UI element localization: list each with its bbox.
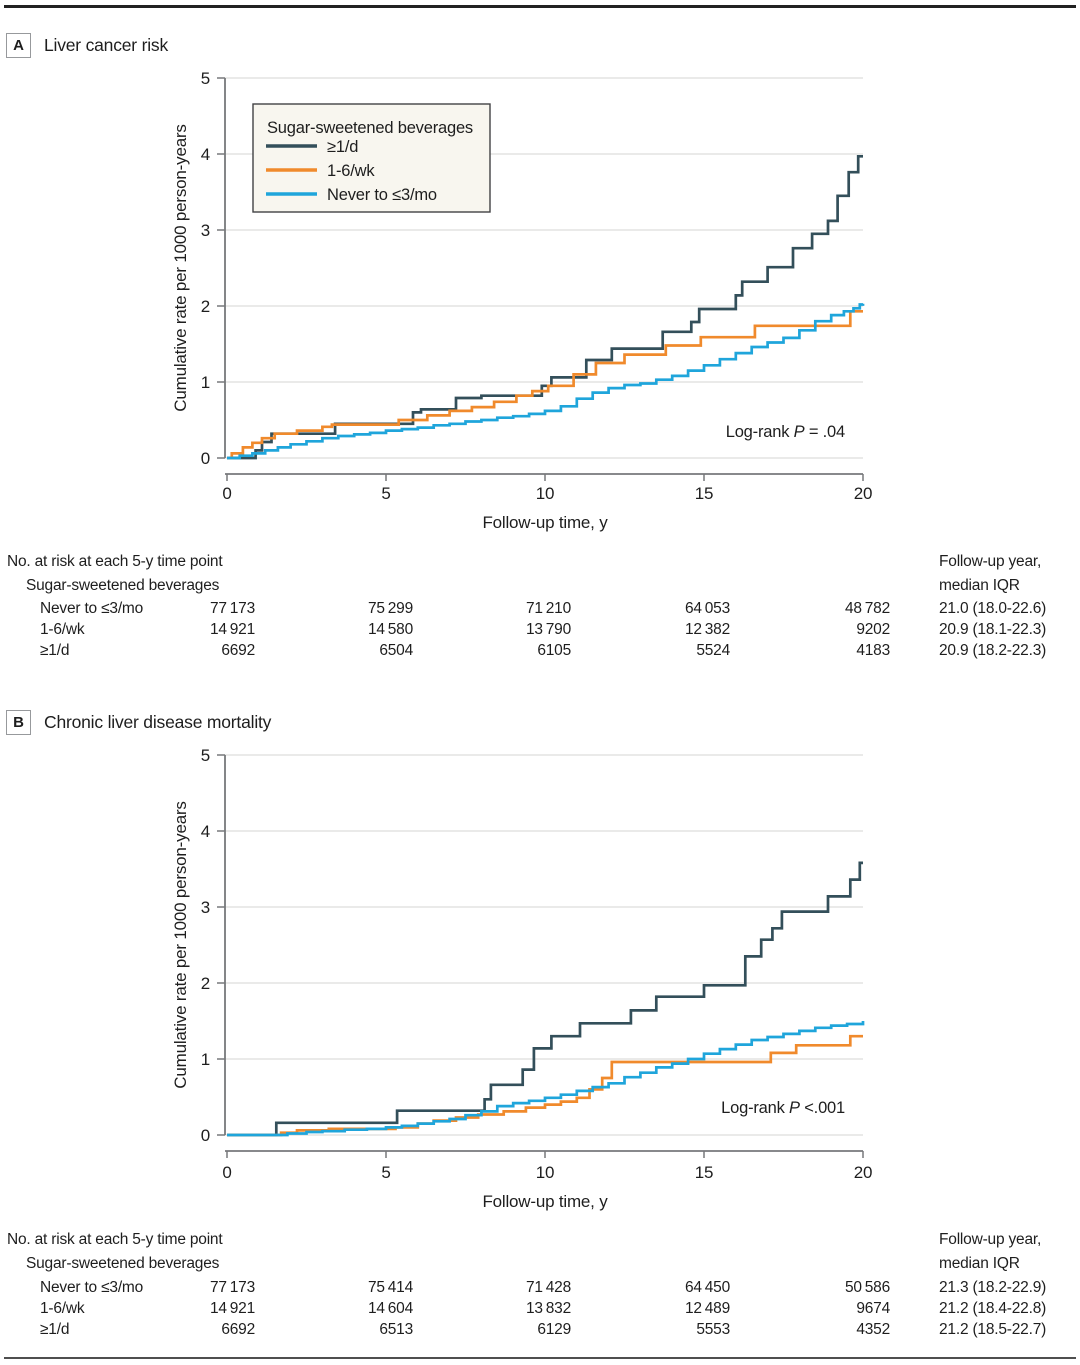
y-axis-label: Cumulative rate per 1000 person-years [171, 801, 190, 1088]
x-axis-tick-label: 0 [222, 484, 231, 503]
series-curve-Never to ≤3/mo [227, 303, 865, 460]
series-curve-Never to ≤3/mo [227, 1021, 865, 1137]
x-axis-tick-label: 10 [536, 484, 555, 503]
x-axis-label: Follow-up time, y [482, 1192, 608, 1211]
risk-count: 14 921 [209, 1300, 255, 1317]
panel-a-title: Liver cancer risk [44, 35, 168, 55]
x-axis-tick-label: 20 [854, 484, 873, 503]
y-axis-tick-label: 2 [201, 297, 210, 316]
risk-count: 75 299 [367, 600, 413, 617]
series-curve-1-6/wk [227, 1034, 863, 1137]
x-axis-tick-label: 20 [854, 1163, 873, 1182]
risk-count: 12 382 [684, 621, 730, 638]
y-axis-tick-label: 1 [201, 1050, 210, 1069]
risk-row-label: ≥1/d [40, 642, 70, 659]
risk-count: 5553 [696, 1321, 730, 1338]
risk-count: 77 173 [209, 1279, 255, 1296]
risk-row-label: ≥1/d [40, 1321, 70, 1338]
x-axis-tick-label: 15 [695, 1163, 714, 1182]
y-axis-tick-label: 5 [201, 746, 210, 765]
risk-count: 4183 [856, 642, 890, 659]
risk-row-label: 1-6/wk [40, 621, 85, 638]
panel-b-letter: B [6, 710, 31, 735]
risk-count: 75 414 [367, 1279, 413, 1296]
x-axis-tick-label: 0 [222, 1163, 231, 1182]
x-axis-tick-label: 5 [381, 1163, 390, 1182]
y-axis-tick-label: 0 [201, 1126, 210, 1145]
panel-a-header: A Liver cancer risk [6, 33, 168, 58]
risk-count: 6513 [379, 1321, 413, 1338]
risk-count: 50 586 [844, 1279, 890, 1296]
risk-count: 5524 [696, 642, 730, 659]
y-axis-tick-label: 3 [201, 898, 210, 917]
panel-a-chart: 0 1 2 3 4 5 Cumulative rate per 1000 person-ye… [171, 69, 873, 532]
y-axis-label: Cumulative rate per 1000 person-years [171, 124, 190, 411]
risk-count: 9674 [856, 1300, 890, 1317]
risk-count: 6692 [221, 1321, 255, 1338]
risk-row-label: 1-6/wk [40, 1300, 85, 1317]
series-curve-1-6/wk [227, 309, 863, 460]
risk-count: 13 790 [525, 621, 571, 638]
risk-count: 48 782 [844, 600, 890, 617]
risk-count: 71 210 [525, 600, 571, 617]
legend-title: Sugar-sweetened beverages [267, 119, 473, 137]
bottom-rule [4, 1357, 1076, 1359]
risk-count: 77 173 [209, 600, 255, 617]
panel-b-title: Chronic liver disease mortality [44, 712, 272, 732]
y-axis-tick-label: 4 [201, 145, 210, 164]
risk-row-label: Never to ≤3/mo [40, 1279, 144, 1296]
log-rank-annotation: Log-rank P = .04 [726, 423, 845, 441]
followup-value: 20.9 (18.1-22.3) [939, 621, 1047, 638]
panel-b-chart: 0 1 2 3 4 5 Cumulative rate per 1000 person-ye… [171, 746, 873, 1211]
followup-value: 21.0 (18.0-22.6) [939, 600, 1047, 617]
risk-count: 6692 [221, 642, 255, 659]
x-axis-tick-label: 10 [536, 1163, 555, 1182]
log-rank-annotation: Log-rank P <.001 [721, 1099, 845, 1117]
risk-count: 6129 [537, 1321, 571, 1338]
risk-count: 14 580 [367, 621, 413, 638]
legend-entry-label: ≥1/d [327, 138, 358, 156]
risk-count: 12 489 [684, 1300, 730, 1317]
y-axis-tick-label: 1 [201, 373, 210, 392]
followup-value: 21.2 (18.5-22.7) [939, 1321, 1047, 1338]
risk-count: 6504 [379, 642, 413, 659]
risk-count: 9202 [856, 621, 890, 638]
y-axis-tick-label: 0 [201, 449, 210, 468]
x-axis-tick-label: 15 [695, 484, 714, 503]
risk-count: 71 428 [525, 1279, 571, 1296]
x-axis-tick-label: 5 [381, 484, 390, 503]
followup-value: 21.3 (18.2-22.9) [939, 1279, 1047, 1296]
y-axis-tick-label: 5 [201, 69, 210, 88]
x-axis-label: Follow-up time, y [482, 513, 608, 532]
risk-count: 64 053 [684, 600, 730, 617]
series-curve-≥1/d [227, 861, 863, 1137]
risk-count: 14 604 [367, 1300, 413, 1317]
risk-count: 64 450 [684, 1279, 730, 1296]
followup-value: 21.2 (18.4-22.8) [939, 1300, 1047, 1317]
top-rule [4, 5, 1076, 8]
risk-count: 4352 [856, 1321, 890, 1338]
risk-row-label: Never to ≤3/mo [40, 600, 144, 617]
legend-entry-label: 1-6/wk [327, 162, 375, 180]
followup-value: 20.9 (18.2-22.3) [939, 642, 1047, 659]
risk-count: 6105 [537, 642, 571, 659]
risk-count: 13 832 [525, 1300, 571, 1317]
risk-count: 14 921 [209, 621, 255, 638]
panel-b-header: B Chronic liver disease mortality [6, 710, 271, 735]
y-axis-tick-label: 4 [201, 822, 210, 841]
y-axis-tick-label: 2 [201, 974, 210, 993]
panel-a-letter: A [6, 33, 31, 58]
y-axis-tick-label: 3 [201, 221, 210, 240]
legend-entry-label: Never to ≤3/mo [327, 186, 437, 204]
